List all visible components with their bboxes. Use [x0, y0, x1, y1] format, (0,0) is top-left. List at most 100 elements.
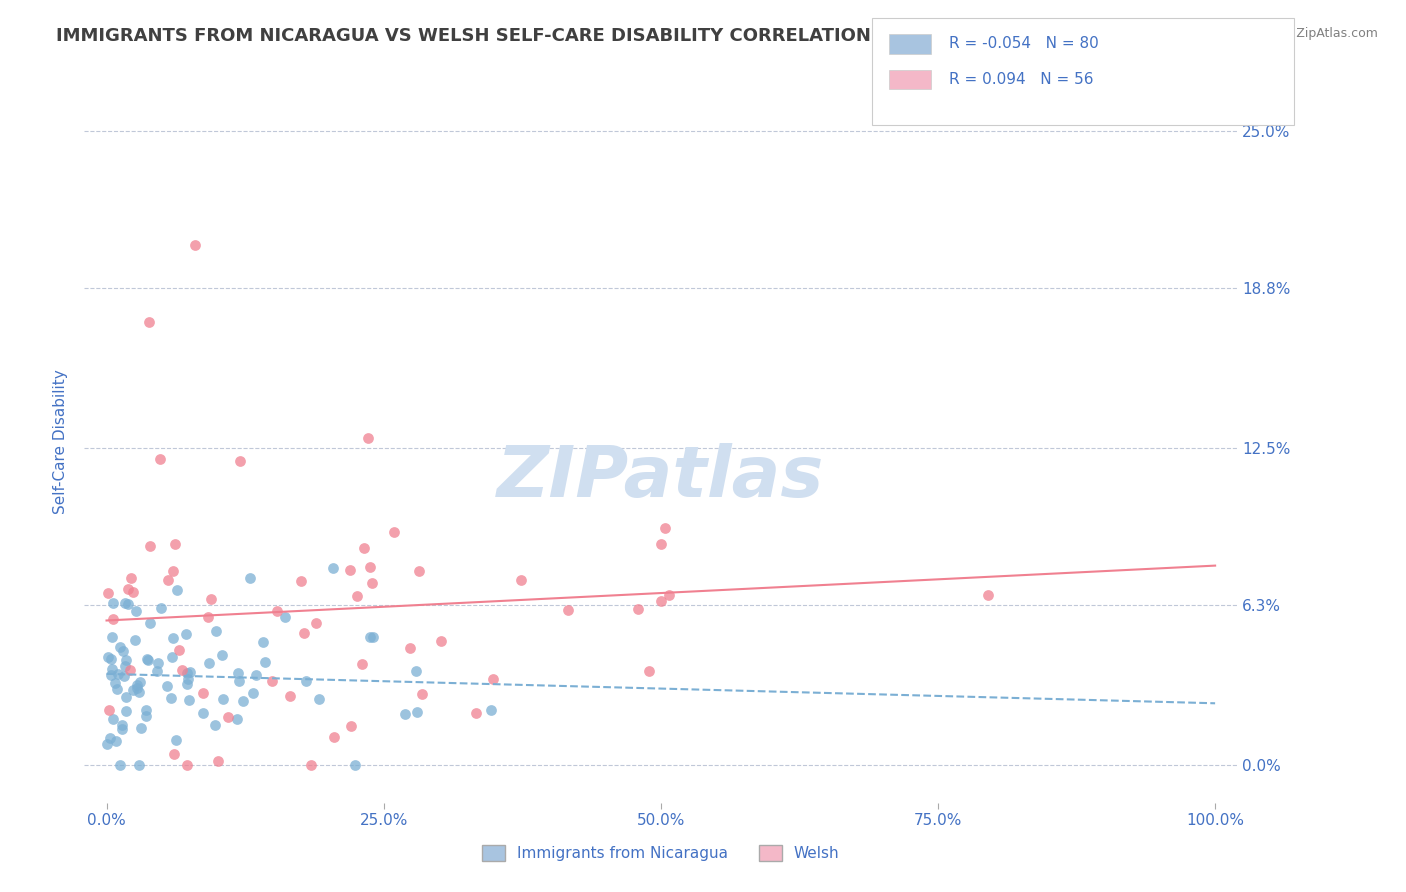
Point [128, 675, 150, 690]
Point [162, 631, 184, 645]
Text: IMMIGRANTS FROM NICARAGUA VS WELSH SELF-CARE DISABILITY CORRELATION CHART: IMMIGRANTS FROM NICARAGUA VS WELSH SELF-… [56, 27, 945, 45]
Point [169, 643, 191, 657]
Point [101, 630, 124, 644]
Legend: Immigrants from Nicaragua, Welsh: Immigrants from Nicaragua, Welsh [477, 839, 845, 867]
Point [97, 650, 120, 665]
Point [145, 664, 167, 678]
Point [124, 633, 146, 648]
Point [128, 685, 150, 699]
Text: R = -0.054   N = 80: R = -0.054 N = 80 [949, 37, 1099, 51]
Point [217, 710, 239, 724]
Point [117, 582, 139, 596]
Point [101, 612, 124, 626]
Point [166, 582, 188, 597]
Point [411, 687, 433, 701]
Point [110, 722, 132, 736]
Point [159, 691, 181, 706]
Point [299, 757, 322, 772]
Point [97, 586, 120, 600]
Point [399, 641, 422, 656]
Point [107, 666, 129, 681]
Point [226, 665, 249, 680]
Point [252, 635, 274, 649]
Point [382, 524, 405, 539]
Point [363, 630, 385, 644]
Point [260, 673, 283, 688]
Point [176, 677, 198, 691]
Point [160, 650, 183, 665]
Point [112, 669, 135, 683]
Point [170, 663, 193, 677]
Point [359, 630, 381, 644]
Point [149, 600, 172, 615]
Point [120, 571, 142, 585]
Point [138, 539, 160, 553]
Point [464, 706, 486, 720]
Point [177, 673, 200, 687]
Point [148, 452, 170, 467]
Point [98, 731, 121, 746]
Point [650, 537, 672, 551]
Point [97, 703, 120, 717]
Point [115, 690, 138, 705]
Point [308, 692, 330, 706]
Point [339, 563, 361, 577]
Point [352, 657, 374, 671]
Point [650, 593, 672, 607]
Point [204, 718, 226, 732]
Point [125, 681, 148, 695]
Text: R = 0.094   N = 56: R = 0.094 N = 56 [949, 72, 1094, 87]
Point [510, 574, 533, 588]
Point [228, 453, 250, 467]
Point [184, 238, 207, 252]
Point [557, 603, 579, 617]
Point [125, 604, 148, 618]
Point [135, 704, 157, 718]
Point [101, 662, 124, 676]
Point [976, 588, 998, 602]
Point [165, 732, 187, 747]
Point [200, 592, 222, 607]
Point [138, 315, 160, 329]
Point [344, 757, 367, 772]
Point [131, 721, 153, 735]
Point [245, 668, 267, 682]
Point [408, 564, 430, 578]
Point [228, 673, 250, 688]
Point [239, 571, 262, 585]
Point [191, 686, 214, 700]
Point [174, 627, 197, 641]
Point [114, 659, 136, 673]
Point [139, 615, 162, 630]
Point [104, 675, 127, 690]
Point [135, 709, 157, 723]
Point [242, 686, 264, 700]
Point [163, 537, 186, 551]
Point [103, 712, 125, 726]
Point [430, 633, 453, 648]
Point [176, 757, 198, 772]
Point [211, 648, 233, 663]
Point [179, 665, 201, 679]
Point [197, 609, 219, 624]
Point [120, 663, 142, 677]
Point [359, 559, 381, 574]
Point [266, 603, 288, 617]
Point [295, 673, 318, 688]
Point [290, 574, 312, 588]
Point [212, 691, 235, 706]
Point [117, 597, 139, 611]
Point [654, 521, 676, 535]
Point [207, 754, 229, 768]
Point [479, 703, 502, 717]
Point [146, 657, 169, 671]
Text: ZIPatlas: ZIPatlas [498, 443, 824, 512]
Point [638, 665, 661, 679]
Point [128, 757, 150, 772]
Point [122, 683, 145, 698]
Point [274, 610, 297, 624]
Point [157, 573, 180, 587]
Point [232, 694, 254, 708]
Point [361, 575, 384, 590]
Point [179, 693, 201, 707]
